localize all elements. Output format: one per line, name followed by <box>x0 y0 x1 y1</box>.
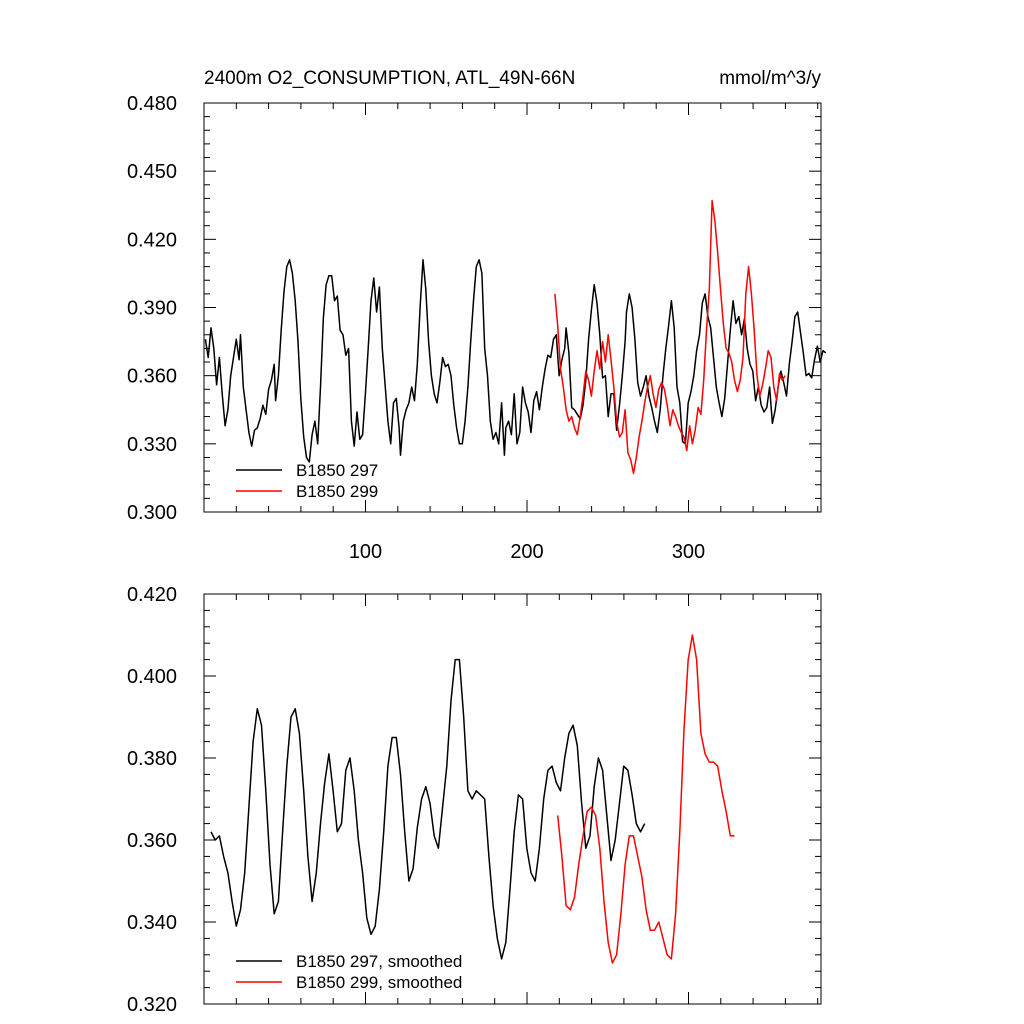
y-tick-label: 0.400 <box>127 666 177 688</box>
series-line-b1850-297 <box>204 259 827 463</box>
bottom-axis-ticks <box>204 593 821 1005</box>
chart-units: mmol/m^3/y <box>719 68 821 89</box>
y-tick-label: 0.340 <box>127 912 177 934</box>
top-y-tick-labels: 0.300 0.330 0.360 0.390 0.420 0.450 0.480 <box>127 93 177 524</box>
x-tick-label: 100 <box>349 541 382 563</box>
top-series-group <box>204 199 827 475</box>
bottom-y-tick-labels: 0.320 0.340 0.360 0.380 0.400 0.420 <box>127 584 177 1016</box>
y-tick-label: 0.420 <box>127 229 177 251</box>
top-axis-ticks <box>204 102 821 513</box>
top-plot-frame <box>203 102 822 513</box>
y-tick-label: 0.360 <box>127 366 177 388</box>
chart-title: 2400m O2_CONSUMPTION, ATL_49N-66N <box>204 68 575 89</box>
y-tick-label: 0.420 <box>127 584 177 606</box>
x-tick-label: 200 <box>510 541 543 563</box>
x-tick-label: 300 <box>672 541 705 563</box>
legend-label: B1850 299, smoothed <box>296 973 462 992</box>
top-x-tick-labels: 100 200 300 <box>349 541 705 563</box>
y-tick-label: 0.360 <box>127 830 177 852</box>
top-legend: B1850 297 B1850 299 <box>236 461 378 501</box>
bottom-plot-frame <box>203 593 822 1005</box>
y-tick-label: 0.480 <box>127 93 177 115</box>
bottom-legend: B1850 297, smoothed B1850 299, smoothed <box>236 952 462 992</box>
series-line-b1850-299 <box>554 199 786 475</box>
bottom-panel: 0.320 0.340 0.360 0.380 0.400 0.420 B1850 297… <box>127 584 822 1016</box>
y-tick-label: 0.300 <box>127 502 177 524</box>
y-tick-label: 0.450 <box>127 161 177 183</box>
y-tick-label: 0.380 <box>127 748 177 770</box>
legend-label: B1850 299 <box>296 482 378 501</box>
y-tick-label: 0.320 <box>127 994 177 1016</box>
bottom-series-group <box>210 634 735 964</box>
series-line-b1850-299 <box>556 634 735 964</box>
y-tick-label: 0.330 <box>127 434 177 456</box>
legend-label: B1850 297 <box>296 461 378 480</box>
series-line-b1850-297 <box>210 658 646 960</box>
legend-label: B1850 297, smoothed <box>296 952 462 971</box>
y-tick-label: 0.390 <box>127 298 177 320</box>
top-panel: 0.300 0.330 0.360 0.390 0.420 0.450 0.480 100 2… <box>127 93 827 563</box>
